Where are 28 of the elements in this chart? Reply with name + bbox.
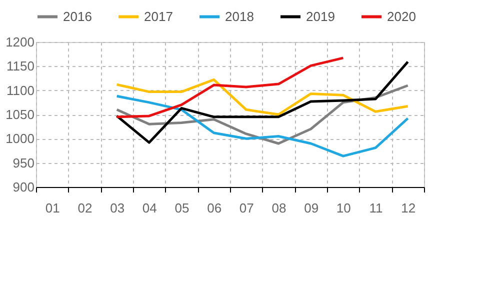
x-tick-label: 01 [45, 200, 60, 216]
legend-label: 2016 [63, 8, 92, 24]
y-tick-label: 1000 [6, 131, 34, 146]
legend-label: 2019 [306, 8, 335, 24]
line-series [116, 60, 410, 144]
x-tick-label: 09 [304, 200, 319, 216]
y-tick-label: 1200 [6, 34, 34, 50]
x-tick-label: 06 [207, 200, 222, 216]
legend-label: 2017 [144, 8, 173, 24]
x-tick-label: 10 [336, 200, 351, 216]
x-tick-label: 05 [174, 200, 190, 216]
x-tick-label: 04 [142, 200, 157, 216]
x-tick-label: 11 [369, 200, 383, 216]
x-tick-label: 08 [272, 200, 286, 216]
line-series [116, 78, 410, 116]
y-tick-label: 1100 [6, 82, 34, 98]
x-tick-label: 02 [78, 200, 92, 216]
line-series [116, 56, 344, 118]
line-series [116, 94, 410, 158]
y-tick-label: 1150 [6, 58, 34, 74]
x-tick-label: 03 [110, 200, 125, 216]
x-tick-label: 12 [401, 200, 416, 216]
y-tick-label: 950 [12, 155, 34, 170]
x-tick-label: 07 [239, 200, 254, 216]
y-tick-label: 1050 [6, 107, 34, 122]
legend-label: 2018 [225, 8, 254, 24]
y-tick-label: 900 [12, 180, 34, 194]
legend-label: 2020 [387, 8, 416, 24]
